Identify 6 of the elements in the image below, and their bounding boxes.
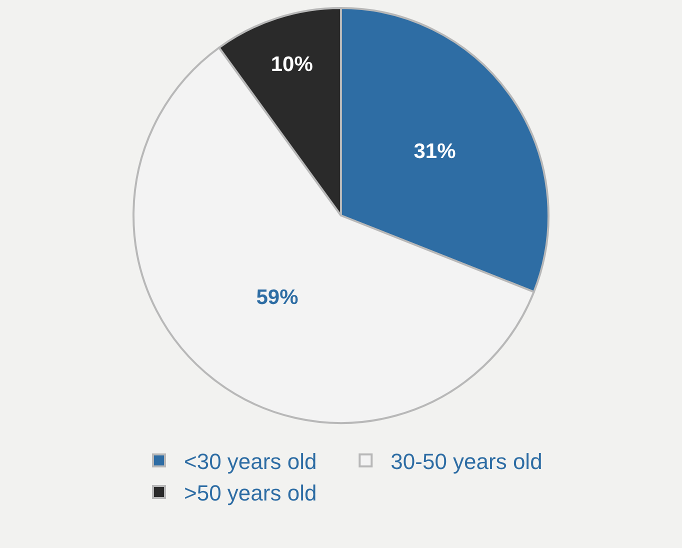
data-label: 31%	[414, 140, 456, 164]
data-label: 59%	[256, 286, 299, 309]
legend-label: 30-50 years old	[390, 448, 542, 474]
legend-label: <30 years old	[184, 448, 317, 474]
data-label: 10%	[270, 53, 314, 76]
legend-label: >50 years old	[184, 480, 317, 506]
